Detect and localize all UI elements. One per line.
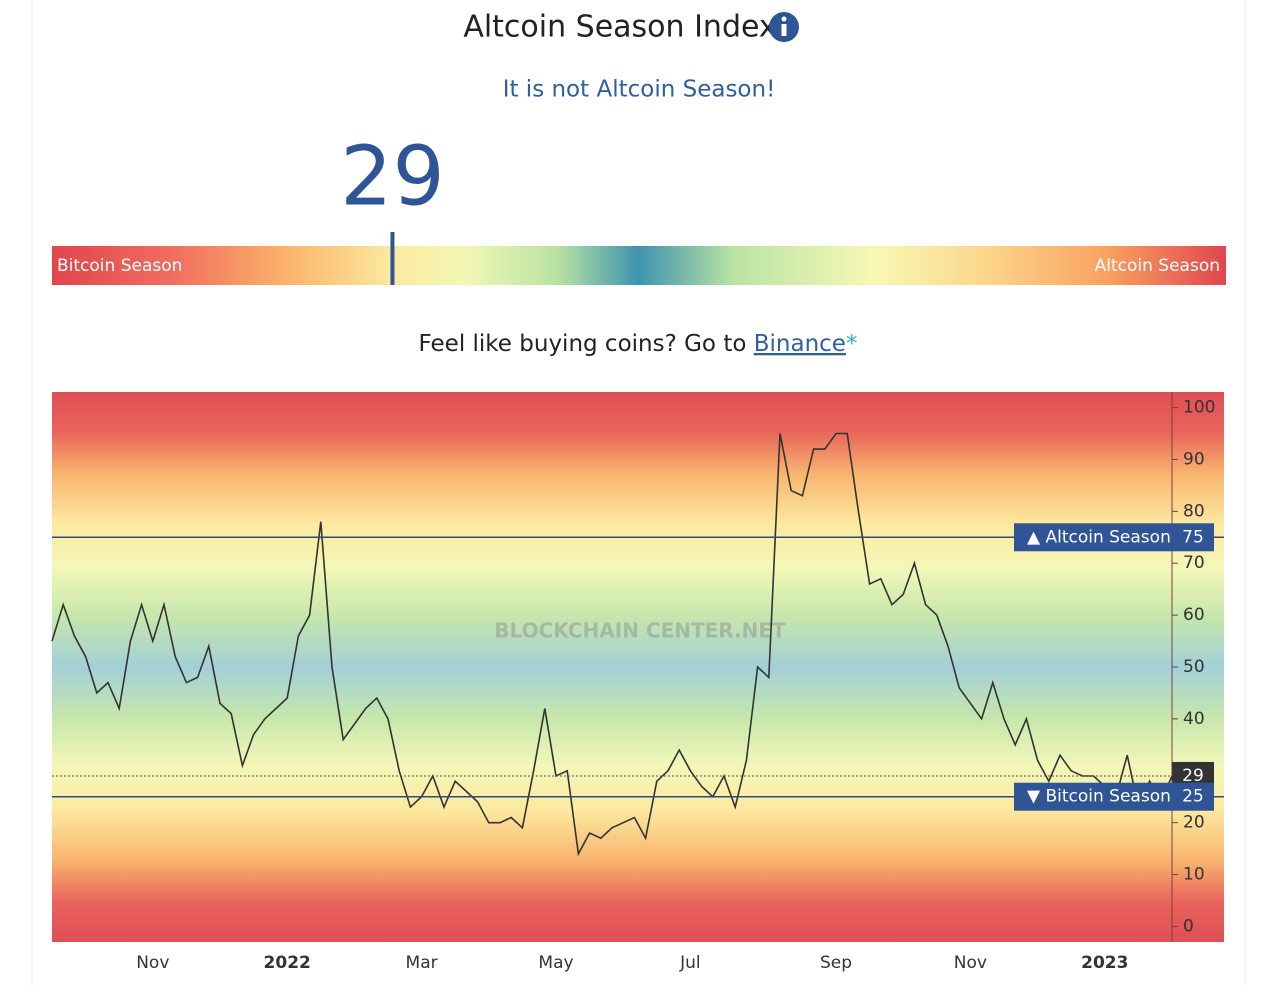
y-tick-label: 60 [1183,605,1205,625]
promo-link[interactable]: Binance [754,331,846,357]
plot-area [52,392,1224,942]
plot-line-box [1014,523,1214,552]
gauge-bar [52,246,1226,285]
plot-line-value: 75 [1182,527,1204,547]
info-icon[interactable] [769,12,799,42]
chart: 0102030405060708090100Nov2022MarMayJulSe… [51,392,1224,973]
x-tick-label: Nov [136,953,169,973]
current-label: 29 [1182,766,1204,786]
promo-mark: * [846,331,858,357]
y-tick-label: 40 [1183,709,1205,729]
x-tick-label: Jul [679,953,701,973]
y-tick-label: 20 [1183,813,1205,833]
y-tick-label: 10 [1183,865,1205,885]
x-tick-label: Nov [954,953,987,973]
gauge-left-label: Bitcoin Season [57,256,182,276]
plot-line-label: ▲ Altcoin Season [1027,527,1171,547]
y-tick-label: 0 [1183,916,1194,936]
promo: Feel like buying coins? Go to Binance* [419,331,858,357]
x-tick-label: Mar [406,953,438,973]
status: It is not Altcoin Season! [503,77,776,103]
x-tick-label: 2023 [1081,953,1128,973]
gauge-marker [390,232,395,285]
gauge-right-label: Altcoin Season [1095,256,1220,276]
y-tick-label: 70 [1183,553,1205,573]
y-tick-label: 80 [1183,501,1205,521]
x-tick-label: May [538,953,573,973]
x-tick-label: Sep [820,953,852,973]
plot-line-value: 25 [1182,787,1204,807]
y-tick-label: 100 [1183,398,1215,418]
y-tick-label: 50 [1183,657,1205,677]
promo-text: Feel like buying coins? Go to [419,331,747,357]
plot-line-box [1014,782,1214,811]
x-tick-label: 2022 [264,953,311,973]
plot-line-label: ▼ Bitcoin Season [1027,787,1171,807]
title: Altcoin Season Index [463,10,776,45]
series-line [51,432,1173,857]
watermark: BLOCKCHAIN CENTER.NET [494,619,786,643]
gauge-value: 29 [340,129,444,224]
y-tick-label: 90 [1183,449,1205,469]
